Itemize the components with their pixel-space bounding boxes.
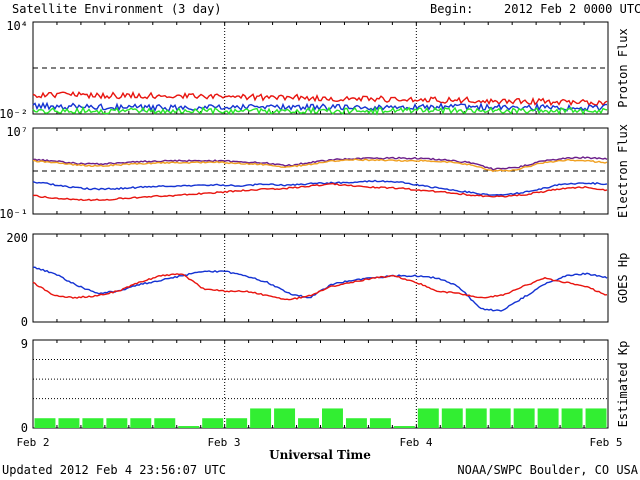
y-tick-label-bottom: 10⁻¹: [0, 207, 28, 221]
y-tick-label-top: 10⁷: [6, 125, 28, 139]
y-tick-label-bottom: 0: [21, 421, 28, 435]
kp-bar: [58, 418, 80, 428]
series-blue-line: [32, 266, 608, 312]
kp-bar: [178, 426, 200, 428]
kp-bar: [298, 418, 319, 428]
y-tick-label-top: 9: [21, 337, 28, 351]
chart-title: Satellite Environment (3 day): [12, 2, 222, 16]
kp-bar: [393, 426, 415, 428]
y-tick-label-top: 10⁴: [6, 19, 28, 33]
series-blue-line: [32, 179, 608, 196]
credit-text: NOAA/SWPC Boulder, CO USA: [457, 463, 638, 477]
series-red-line: [32, 182, 608, 202]
panel-0: 10⁴ 10⁻² Proton Flux: [0, 19, 630, 121]
series-orange-line: [32, 158, 608, 173]
series-purple-line: [32, 156, 608, 171]
updated-timestamp: Updated 2012 Feb 4 23:56:07 UTC: [2, 463, 226, 477]
y-axis-label: Estimated Kp: [616, 341, 630, 428]
kp-bar: [561, 408, 583, 428]
y-tick-label-top: 200: [6, 231, 28, 245]
kp-bar: [154, 418, 176, 428]
kp-bar: [202, 418, 224, 428]
kp-bar: [345, 418, 367, 428]
kp-bar: [465, 408, 487, 428]
x-tick-label-feb3: Feb 3: [207, 436, 240, 449]
kp-bar: [489, 408, 511, 428]
series-green-line: [32, 105, 608, 116]
kp-bar: [34, 418, 56, 428]
x-tick-label-feb5: Feb 5: [589, 436, 622, 449]
x-tick-label-feb2: Feb 2: [16, 436, 49, 449]
y-tick-label-bottom: 10⁻²: [0, 107, 28, 121]
kp-bar: [441, 408, 463, 428]
series-red-line: [32, 90, 608, 107]
y-tick-label-bottom: 0: [21, 315, 28, 329]
panel-1: 10⁷ 10⁻¹ Electron Flux: [0, 124, 630, 221]
kp-bar: [585, 408, 607, 428]
x-axis-title: Universal Time: [269, 448, 371, 462]
kp-bar: [226, 418, 248, 428]
panel-frame: [32, 233, 609, 323]
x-tick-label-feb4: Feb 4: [399, 436, 432, 449]
y-axis-label: Proton Flux: [616, 28, 630, 107]
kp-bar: [106, 418, 128, 428]
kp-bar: [322, 408, 343, 428]
panel-2: 200 0 GOES Hp: [6, 231, 630, 329]
kp-bar: [369, 418, 391, 428]
panel-3: 9 0 Estimated Kp: [21, 337, 630, 435]
y-axis-label: Electron Flux: [616, 124, 630, 218]
kp-bar: [513, 408, 535, 428]
series-red-line: [32, 273, 608, 301]
kp-bar: [82, 418, 104, 428]
panels-group: 10⁴ 10⁻² Proton Flux 10⁷ 10⁻¹ Electron Flux 20…: [0, 19, 630, 435]
kp-bar: [130, 418, 152, 428]
kp-bar: [250, 408, 272, 428]
kp-bar: [274, 408, 296, 428]
y-axis-label: GOES Hp: [616, 253, 630, 304]
begin-label: Begin:: [430, 2, 473, 16]
begin-value: 2012 Feb 2 0000 UTC: [504, 2, 640, 16]
kp-bar: [537, 408, 559, 428]
series-blue-line: [32, 101, 607, 113]
kp-bar: [417, 408, 439, 428]
